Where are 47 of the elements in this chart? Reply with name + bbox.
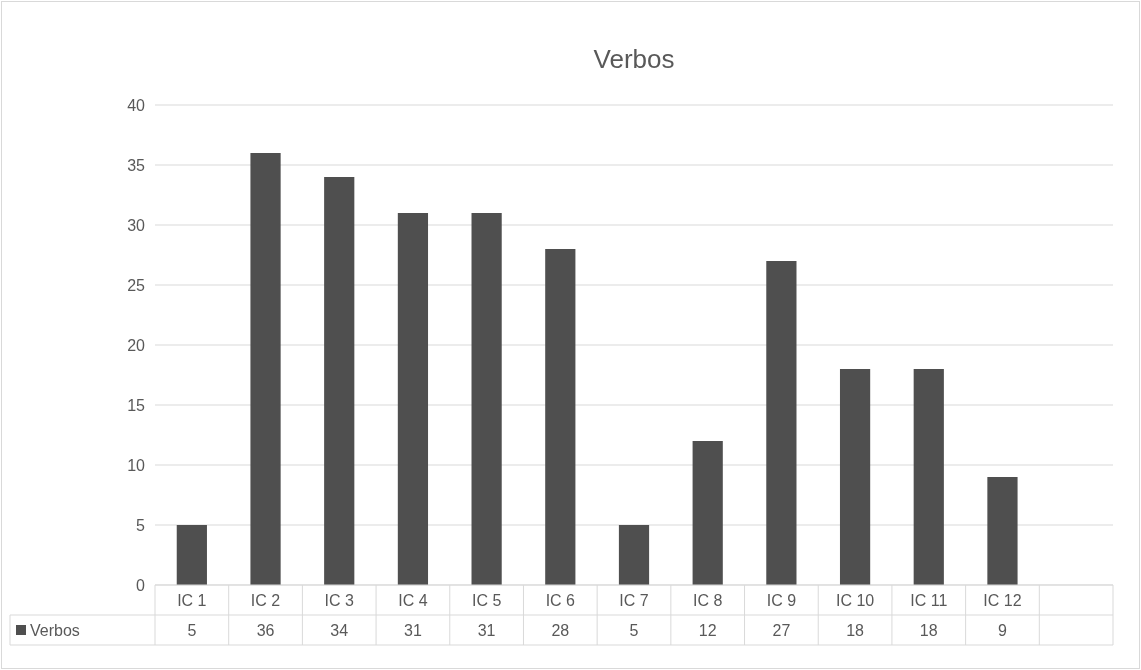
data-label: 5 <box>629 621 639 639</box>
bar <box>987 477 1018 585</box>
data-label: 28 <box>551 621 570 639</box>
data-label: 27 <box>772 621 791 639</box>
x-tick-label: IC 2 <box>250 591 281 609</box>
bar <box>176 525 207 585</box>
data-label: 5 <box>187 621 197 639</box>
data-label: 18 <box>919 621 938 639</box>
bar <box>913 369 944 585</box>
x-tick-label: IC 6 <box>545 591 576 609</box>
y-tick-label: 5 <box>136 516 146 534</box>
data-label: 18 <box>846 621 865 639</box>
y-tick-label: 40 <box>127 96 146 114</box>
y-tick-label: 25 <box>127 276 146 294</box>
bar <box>545 249 576 585</box>
data-label: 36 <box>256 621 275 639</box>
bar <box>618 525 650 585</box>
x-tick-label: IC 5 <box>471 591 502 609</box>
y-tick-label: 30 <box>127 216 146 234</box>
x-tick-label: IC 8 <box>693 591 723 609</box>
data-label: 9 <box>998 621 1008 639</box>
bar <box>839 369 871 585</box>
x-tick-label: IC 12 <box>983 591 1022 609</box>
x-tick-label: IC 3 <box>324 591 354 609</box>
y-tick-label: 20 <box>127 336 146 354</box>
x-tick-label: IC 4 <box>398 591 428 609</box>
x-tick-label: IC 7 <box>619 591 649 609</box>
data-label: 31 <box>404 621 422 639</box>
legend-label: Verbos <box>30 621 80 639</box>
bar <box>766 261 797 585</box>
bar <box>471 213 502 585</box>
y-tick-label: 0 <box>136 576 146 594</box>
y-tick-label: 10 <box>127 456 146 474</box>
y-tick-label: 15 <box>127 396 146 414</box>
bar <box>324 177 355 585</box>
bar <box>397 213 429 585</box>
x-tick-label: IC 10 <box>835 591 875 609</box>
y-tick-label: 35 <box>127 156 146 174</box>
data-label: 12 <box>698 621 717 639</box>
bar <box>692 441 723 585</box>
data-label: 31 <box>477 621 496 639</box>
bar <box>250 153 281 585</box>
x-tick-label: IC 9 <box>766 591 797 609</box>
x-tick-label: IC 11 <box>910 591 948 609</box>
x-tick-label: IC 1 <box>177 591 207 609</box>
data-label: 34 <box>330 621 349 639</box>
chart-title: Verbos <box>593 44 675 74</box>
